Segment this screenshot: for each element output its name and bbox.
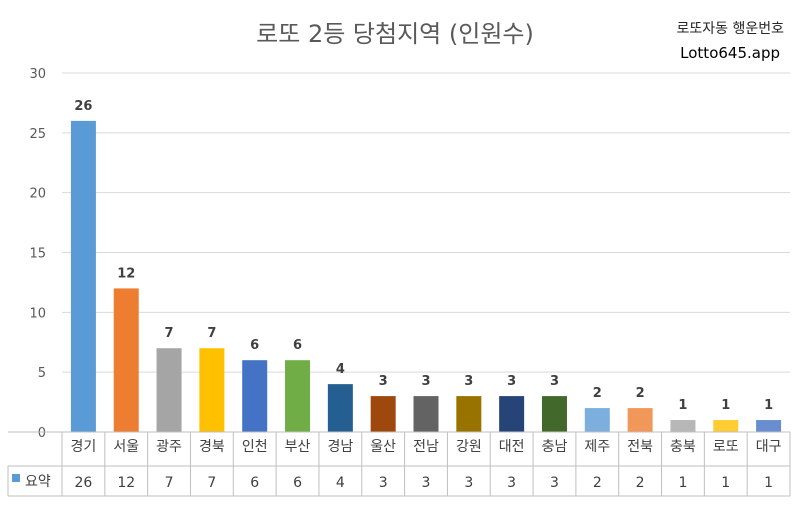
bar-대전 bbox=[499, 396, 525, 432]
data-label: 2 bbox=[593, 386, 602, 401]
category-label: 경남 bbox=[327, 439, 353, 455]
y-tick-label: 20 bbox=[29, 187, 46, 202]
category-label: 대구 bbox=[756, 439, 782, 455]
bar-제주 bbox=[584, 408, 610, 432]
data-label: 2 bbox=[636, 386, 645, 401]
bar-광주 bbox=[156, 348, 182, 432]
data-label: 26 bbox=[74, 99, 92, 114]
table-value: 3 bbox=[379, 475, 388, 491]
brand-name: 로또자동 행운번호 bbox=[676, 21, 785, 37]
data-label: 1 bbox=[678, 398, 687, 413]
category-label: 강원 bbox=[456, 439, 482, 455]
category-label: 인천 bbox=[242, 439, 268, 455]
bar-경남 bbox=[327, 384, 353, 432]
bar-충남 bbox=[541, 396, 567, 432]
category-label: 대전 bbox=[499, 439, 525, 455]
chart-title: 로또 2등 당첨지역 (인원수) bbox=[256, 20, 534, 48]
bar-경기 bbox=[70, 120, 96, 432]
table-value: 7 bbox=[165, 475, 174, 491]
data-label: 1 bbox=[764, 398, 773, 413]
bar-부산 bbox=[285, 360, 311, 432]
bar-강원 bbox=[456, 396, 482, 432]
table-value: 1 bbox=[764, 475, 773, 491]
table-value: 6 bbox=[293, 475, 302, 491]
table-value: 1 bbox=[721, 475, 730, 491]
category-label: 충북 bbox=[670, 439, 696, 455]
legend-swatch bbox=[12, 474, 20, 482]
bar-대구 bbox=[756, 420, 782, 432]
category-label: 전남 bbox=[413, 439, 439, 455]
table-value: 12 bbox=[117, 475, 135, 491]
data-label: 7 bbox=[207, 326, 216, 341]
table-value: 3 bbox=[464, 475, 473, 491]
data-label: 1 bbox=[721, 398, 730, 413]
brand-url: Lotto645.app bbox=[680, 44, 780, 62]
data-label: 3 bbox=[507, 374, 516, 389]
data-label: 6 bbox=[293, 338, 302, 353]
table-value: 2 bbox=[593, 475, 602, 491]
table-value: 3 bbox=[507, 475, 516, 491]
data-label: 3 bbox=[421, 374, 430, 389]
data-label: 7 bbox=[165, 326, 174, 341]
category-label: 경북 bbox=[199, 439, 225, 455]
category-label: 경기 bbox=[71, 439, 97, 455]
y-tick-label: 0 bbox=[38, 426, 46, 441]
data-label: 4 bbox=[336, 362, 345, 377]
bar-경북 bbox=[199, 348, 225, 432]
bar-충북 bbox=[670, 420, 696, 432]
table-value: 4 bbox=[336, 475, 345, 491]
bar-전남 bbox=[413, 396, 439, 432]
y-tick-label: 25 bbox=[29, 127, 46, 142]
table-value: 7 bbox=[207, 475, 216, 491]
category-label: 충남 bbox=[542, 439, 568, 455]
category-label: 부산 bbox=[285, 439, 311, 455]
category-label: 제주 bbox=[584, 439, 610, 455]
category-label: 울산 bbox=[370, 439, 396, 455]
category-label: 전북 bbox=[627, 439, 653, 455]
data-label: 3 bbox=[379, 374, 388, 389]
data-label: 12 bbox=[117, 266, 135, 281]
table-value: 2 bbox=[636, 475, 645, 491]
y-tick-label: 15 bbox=[29, 247, 46, 262]
bar-인천 bbox=[242, 360, 268, 432]
table-value: 1 bbox=[678, 475, 687, 491]
category-label: 서울 bbox=[113, 439, 139, 455]
table-value: 3 bbox=[422, 475, 431, 491]
category-label: 광주 bbox=[156, 439, 182, 455]
y-tick-label: 30 bbox=[29, 67, 46, 82]
category-label: 로또 bbox=[713, 439, 739, 455]
data-label: 3 bbox=[550, 374, 559, 389]
bar-서울 bbox=[113, 288, 139, 432]
legend-label: 요약 bbox=[25, 474, 51, 490]
bar-울산 bbox=[370, 396, 396, 432]
y-tick-label: 5 bbox=[38, 366, 46, 381]
data-label: 6 bbox=[250, 338, 259, 353]
y-tick-label: 10 bbox=[29, 306, 46, 321]
bar-전북 bbox=[627, 408, 653, 432]
table-value: 6 bbox=[250, 475, 259, 491]
table-value: 3 bbox=[550, 475, 559, 491]
bar-로또 bbox=[713, 420, 739, 432]
data-label: 3 bbox=[464, 374, 473, 389]
table-value: 26 bbox=[74, 475, 92, 491]
